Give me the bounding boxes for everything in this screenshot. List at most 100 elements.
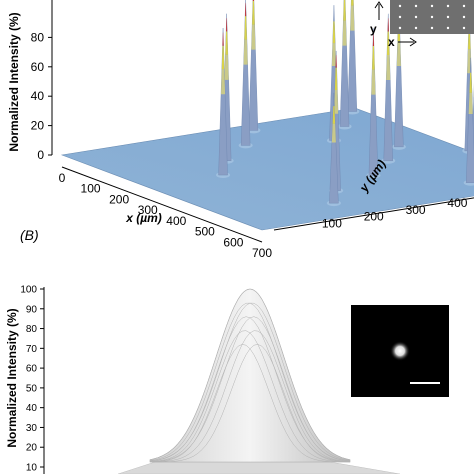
inset-x-arrowhead (409, 37, 417, 47)
peak (326, 92, 341, 207)
mesh-line (149, 330, 351, 463)
peak-body (465, 57, 474, 183)
peak-band (342, 20, 347, 46)
z-tick-label-b: 100 (20, 285, 37, 296)
z-tick-label-b: 20 (26, 443, 38, 454)
panel-label-b: (B) (20, 227, 39, 243)
peak-band (332, 21, 336, 44)
peak-band (245, 2, 247, 17)
x-tick-label: 600 (223, 235, 243, 249)
inset-dot (398, 15, 402, 19)
peak-band (226, 18, 228, 32)
z-tick-label: 40 (31, 89, 45, 103)
peak-body (248, 0, 259, 131)
peak-band (343, 0, 346, 21)
inset-dot (462, 15, 466, 19)
inset-dot (462, 4, 466, 8)
peak-band (252, 1, 255, 25)
z-tick-label-b: 30 (26, 423, 38, 434)
z-axis-ticks-b: 10 20 30 40 50 60 70 80 90 100 (20, 285, 44, 474)
peak-band (334, 90, 339, 114)
inset-dot (462, 26, 466, 30)
inset-spot-array: y x (370, 0, 474, 49)
peak (463, 57, 474, 186)
y-tick-label: 100 (322, 216, 342, 230)
peak-band (252, 0, 254, 2)
inset-dot (398, 26, 402, 30)
peak-body (339, 0, 350, 127)
inset-x-label: x (388, 35, 395, 49)
x-tick-label: 500 (195, 225, 215, 239)
y-tick-label: 400 (447, 196, 467, 210)
peak-band (350, 5, 355, 31)
inset-dot (430, 4, 434, 8)
z-tick-label-b: 90 (26, 304, 38, 315)
peak-band (243, 39, 248, 65)
z-tick-label-b: 10 (26, 463, 38, 474)
z-tick-label-b: 70 (26, 344, 38, 355)
z-axis-label-b: Normalized Intensity (%) (5, 308, 19, 447)
peak-band (244, 16, 247, 40)
intensity-peaks (216, 0, 474, 207)
z-tick-label: 0 (37, 148, 44, 162)
y-axis-line (273, 197, 474, 231)
mesh-line (149, 316, 351, 462)
peak-band (222, 32, 224, 46)
x-tick-label: 200 (109, 192, 129, 206)
inset-spot-image (351, 305, 449, 397)
peak (238, 0, 253, 149)
peak-band (372, 32, 374, 47)
mesh-line (149, 302, 351, 462)
x-tick-label: 700 (252, 246, 272, 260)
peak (381, 13, 396, 164)
peak-band (334, 67, 338, 91)
x-tick-label: 0 (59, 171, 66, 185)
z-axis-ticks: 0 20 40 60 80 (31, 30, 52, 162)
peak-band (351, 0, 354, 6)
gaussian-surface (149, 288, 351, 463)
inset-spot (390, 341, 410, 361)
z-tick-label: 80 (31, 30, 45, 44)
z-tick-label: 20 (31, 119, 45, 133)
peak (246, 0, 261, 134)
peak-band (331, 43, 336, 67)
inset-dot (414, 26, 418, 30)
inset-dot (398, 4, 402, 8)
z-tick-label-b: 80 (26, 324, 38, 335)
peak-band (371, 69, 376, 95)
peak-band (224, 54, 229, 80)
x-axis-line (61, 166, 263, 243)
z-tick-label-b: 60 (26, 364, 38, 375)
mesh-line (150, 344, 351, 463)
inset-dot (414, 15, 418, 19)
peak (337, 0, 352, 130)
peak (216, 28, 231, 179)
inset-y-label: y (370, 22, 377, 36)
peak-band (331, 123, 336, 143)
z-tick-label-b: 50 (26, 383, 38, 394)
inset-y-arrowhead (374, 1, 384, 9)
peak-band (372, 46, 375, 70)
z-tick-label: 60 (31, 60, 45, 74)
peak-body (383, 13, 393, 161)
mesh-line (149, 288, 351, 460)
z-tick-label-b: 40 (26, 403, 38, 414)
inset-dot (446, 26, 450, 30)
peak-band (335, 55, 337, 68)
peak-band (221, 69, 226, 95)
peak-band (387, 18, 389, 32)
peak-band (221, 45, 225, 70)
x-axis-label: x (µm) (125, 211, 162, 225)
peak-body (347, 0, 358, 112)
peak-body (368, 28, 379, 176)
x-tick-label: 400 (166, 214, 186, 228)
peak-band (332, 106, 336, 124)
x-axis-ticks: 0 100 200 300 400 500 600 700 (59, 171, 273, 260)
inset-dot (446, 4, 450, 8)
surface-mesh (149, 288, 351, 463)
peak-band (468, 92, 473, 115)
peak-band (469, 72, 472, 93)
surface-base (117, 461, 401, 474)
peak-body (329, 92, 339, 204)
